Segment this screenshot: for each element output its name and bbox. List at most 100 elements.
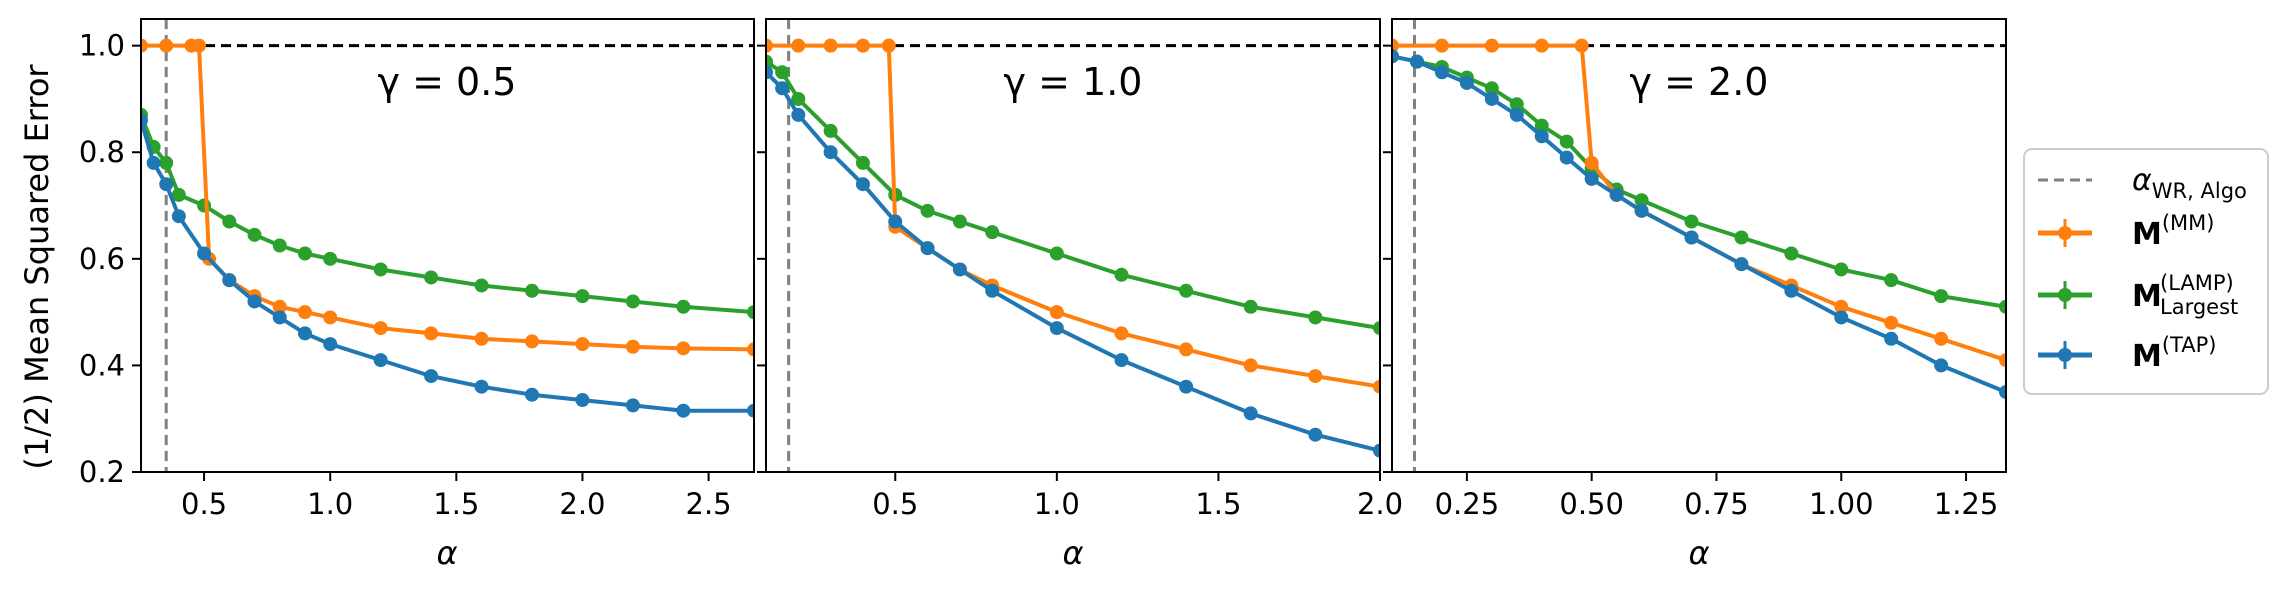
panel-3-gamma-label: γ = 2.0 [1630, 60, 1769, 104]
panel-1-tap-point-9 [323, 337, 338, 352]
panel-1-ytick-label-4: 1.0 [79, 29, 125, 63]
panel-2-xtick-label-1: 1.0 [1034, 487, 1080, 521]
panel-1-lamp-point-10 [373, 262, 388, 277]
panel-1-tap-point-2 [159, 177, 174, 192]
panel-1-lamp-point-14 [575, 289, 590, 304]
panel-3-tap-point-2 [1434, 65, 1449, 80]
panel-1-mm-point-1 [159, 38, 174, 53]
panel-1-mm-point-3 [192, 38, 207, 53]
panel-2-tap-point-13 [1308, 427, 1323, 442]
panel-2-clipped-layer [766, 19, 1380, 472]
panel-1-lamp-point-15 [625, 294, 640, 309]
panel-3-xtick-label-4: 1.25 [1934, 487, 1999, 521]
panel-1-tap-point-0 [141, 113, 148, 128]
panel-1-mm-point-7 [272, 299, 287, 314]
panel-2-xtick-label-0: 0.5 [872, 487, 918, 521]
panel-1-mm-point-8 [297, 305, 312, 320]
panel-1-xtick-label-0: 0.5 [181, 487, 227, 521]
panel-2-lamp-point-4 [855, 155, 870, 170]
panel-3-tap-point-15 [1884, 331, 1899, 346]
legend-mm-superscript: (MM) [2162, 211, 2215, 235]
panel-1-lamp-point-16 [676, 299, 691, 314]
legend-mm-label: M(MM) [2132, 211, 2214, 252]
panel-2-lamp-point-3 [823, 123, 838, 138]
panel-1-xtick-label-2: 1.5 [433, 487, 479, 521]
panel-3-lamp-point-10 [1634, 193, 1649, 208]
panel-2-lamp-point-6 [920, 203, 935, 218]
legend-lamp-subscript: Largest [2160, 295, 2238, 319]
panel-3-lamp-point-5 [1509, 97, 1524, 112]
panel-3-xtick-label-3: 1.00 [1809, 487, 1874, 521]
panel-1-tap-line [141, 119, 754, 413]
panel-1-tap-point-10 [373, 353, 388, 368]
legend-tap-symbol: M [2132, 339, 2162, 374]
panel-3-tap-point-16 [1934, 358, 1949, 373]
panel-3-lamp-point-17 [1999, 299, 2006, 314]
panel-1-lamp-point-17 [747, 305, 754, 320]
legend-lamp-label: M [2132, 279, 2162, 314]
panel-3-lamp-point-14 [1834, 262, 1849, 277]
panel-1-lamp-point-13 [525, 283, 540, 298]
panel-3-lamp-point-16 [1934, 289, 1949, 304]
panel-gamma-0-5: 0.5 1.0 1.5 2.0 2.5 0.2 0.4 0.6 0.8 1.0 γ = 0.5 α [79, 18, 755, 572]
panel-2-tap-point-9 [1049, 321, 1064, 336]
legend-wr-algo-subscript: WR, Algo [2152, 179, 2247, 203]
legend-item-mm: M(MM) [2038, 211, 2214, 252]
panel-3-tap-point-1 [1409, 54, 1424, 69]
legend-tap-label: M(TAP) [2132, 333, 2216, 374]
panel-1-mm-point-12 [474, 331, 489, 346]
panel-1-ytick-label-3: 0.8 [79, 135, 125, 169]
panel-1-lamp-point-4 [197, 198, 212, 213]
panel-2-lamp-point-10 [1114, 267, 1129, 282]
panel-3-tap-point-7 [1559, 150, 1574, 165]
panel-1-plot-layer: 0.5 1.0 1.5 2.0 2.5 0.2 0.4 0.6 0.8 1.0 [79, 19, 754, 521]
legend-lamp-marker [2058, 288, 2072, 302]
panel-3-tap-point-0 [1392, 49, 1399, 64]
panel-3-xtick-label-2: 0.75 [1684, 487, 1749, 521]
panel-1-mm-point-15 [625, 339, 640, 354]
panel-1-lamp-point-7 [272, 238, 287, 253]
panel-1-frame [140, 18, 755, 473]
panel-1-xtick-label-3: 2.0 [559, 487, 605, 521]
panel-1-mm-point-0 [141, 38, 148, 53]
panel-2-lamp-point-9 [1049, 246, 1064, 261]
panel-1-tap-point-12 [474, 379, 489, 394]
panel-2-xtick-label-3: 2.0 [1357, 487, 1403, 521]
panel-3-lamp-point-15 [1884, 273, 1899, 288]
panel-1-clipped-layer [141, 19, 754, 472]
panel-3-tap-point-14 [1834, 310, 1849, 325]
panel-1-lamp-point-11 [424, 270, 439, 285]
panel-2-tap-point-8 [985, 283, 1000, 298]
panel-2-mm-point-11 [1179, 342, 1194, 357]
panel-2-mm-point-0 [766, 38, 773, 53]
legend-lamp-superscript: (LAMP) [2160, 271, 2234, 295]
panel-3-tap-point-17 [1999, 385, 2006, 400]
panel-3-lamp-point-13 [1784, 246, 1799, 261]
panel-3-tap-point-4 [1484, 91, 1499, 106]
panel-1-tap-point-1 [146, 155, 161, 170]
y-axis-label: (1/2) Mean Squared Error [18, 64, 56, 470]
panel-2-mm-point-1 [791, 38, 806, 53]
panel-2-tap-point-7 [952, 262, 967, 277]
panel-1-tap-point-15 [625, 398, 640, 413]
panel-1-tap-point-4 [197, 246, 212, 261]
panel-1-mm-point-16 [676, 341, 691, 356]
panel-2-lamp-point-14 [1373, 321, 1380, 336]
panel-2-mm-point-4 [881, 38, 896, 53]
panel-2-mm-point-14 [1373, 379, 1380, 394]
panel-2-xtick-label-2: 1.5 [1195, 487, 1241, 521]
legend-mm-marker [2058, 226, 2072, 240]
panel-2-plot-layer: 0.5 1.0 1.5 2.0 [757, 19, 1403, 521]
panel-2-tap-point-3 [823, 145, 838, 160]
panel-1-tap-point-16 [676, 403, 691, 418]
panel-3-tap-point-9 [1609, 187, 1624, 202]
panel-2-tap-point-4 [855, 177, 870, 192]
panel-1-ytick-label-1: 0.4 [79, 348, 125, 382]
legend-tap-marker [2058, 348, 2072, 362]
panel-3-lamp-point-7 [1559, 134, 1574, 149]
panel-1-xtick-label-4: 2.5 [686, 487, 732, 521]
panel-2-tap-point-6 [920, 241, 935, 256]
panel-1-gamma-label: γ = 0.5 [378, 60, 517, 104]
legend-wr-algo-symbol: α [2132, 163, 2152, 198]
panel-3-tap-point-10 [1634, 203, 1649, 218]
